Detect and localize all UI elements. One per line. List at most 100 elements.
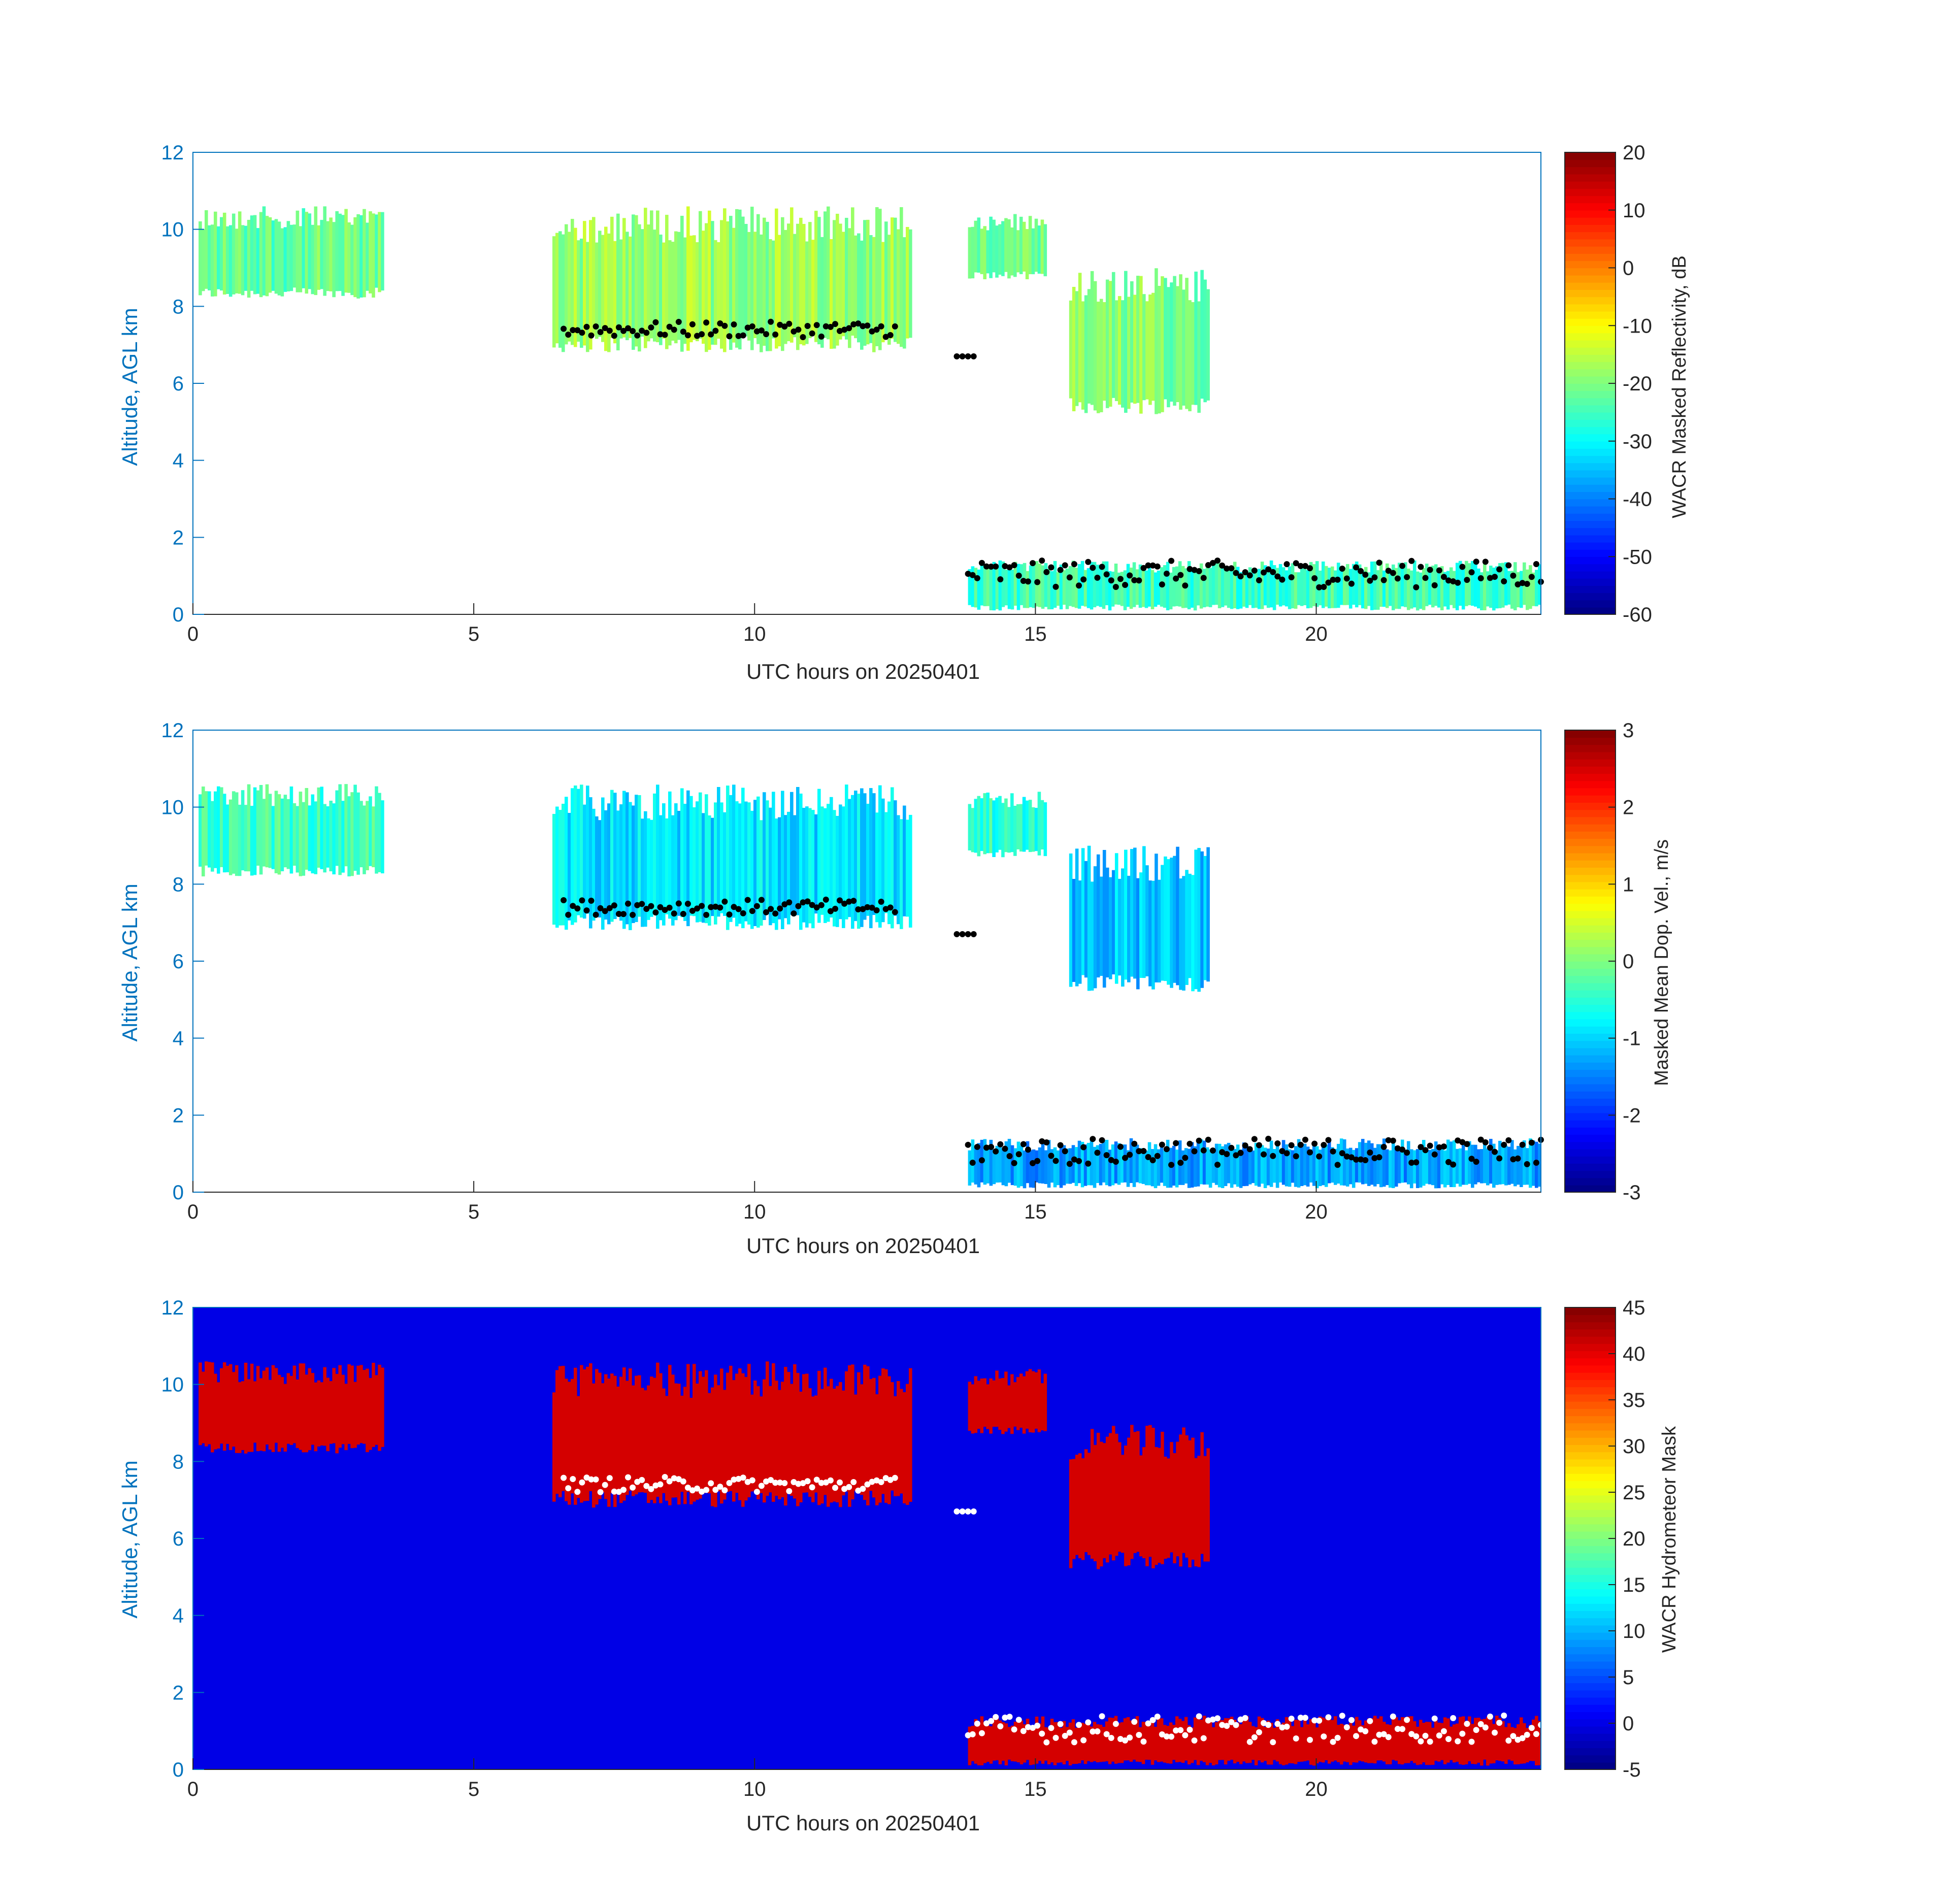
data-cell — [814, 814, 818, 914]
data-cell — [228, 1364, 233, 1450]
data-cell — [866, 804, 870, 916]
data-cell — [592, 217, 596, 336]
cloud-base-point — [625, 325, 631, 332]
cloud-base-point — [827, 908, 834, 914]
cloud-base-point — [993, 1714, 999, 1720]
data-cell — [1309, 562, 1313, 608]
data-cell — [359, 215, 363, 298]
colorbar-segment — [1565, 773, 1616, 781]
data-cell — [711, 1387, 714, 1506]
x-tick-label: 5 — [468, 1778, 479, 1800]
cloud-base-point — [822, 896, 829, 903]
cloud-base-point — [680, 1478, 686, 1485]
cloud-base-point — [1311, 575, 1318, 581]
colorbar-segment — [1565, 167, 1616, 175]
data-cell — [1203, 1456, 1207, 1562]
cloud-base-point — [953, 353, 960, 359]
data-region — [1069, 268, 1210, 414]
colorbar-tick-label: 10 — [1623, 200, 1645, 222]
cloud-base-point — [1528, 1139, 1535, 1146]
data-cell — [1409, 570, 1413, 609]
data-cell — [265, 1367, 269, 1445]
data-cell — [1108, 1717, 1112, 1764]
cloud-base-point — [1261, 1151, 1267, 1158]
cloud-base-point — [974, 1143, 980, 1150]
colorbar-segment — [1565, 1741, 1616, 1749]
data-cell — [1205, 565, 1209, 607]
data-cell — [574, 785, 577, 923]
cloud-base-point — [1482, 1724, 1489, 1731]
data-cell — [903, 237, 906, 349]
data-cell — [1185, 278, 1189, 409]
data-cell — [1306, 1146, 1310, 1187]
data-cell — [980, 565, 984, 606]
data-cell — [1016, 1719, 1021, 1762]
data-cell — [1041, 1716, 1045, 1764]
data-cell — [848, 799, 851, 917]
data-cell — [1196, 1716, 1200, 1765]
data-cell — [1263, 1727, 1267, 1761]
data-cell — [1489, 1139, 1493, 1184]
data-cell — [1135, 1144, 1139, 1183]
data-cell — [341, 215, 345, 296]
data-cell — [268, 794, 272, 868]
data-cell — [1087, 289, 1091, 404]
data-cell — [968, 1150, 972, 1186]
data-cell — [222, 794, 226, 873]
cloud-base-point — [832, 321, 838, 327]
data-cell — [1029, 1150, 1033, 1188]
data-cell — [787, 223, 791, 341]
colorbar-segment — [1565, 1004, 1616, 1012]
cloud-base-point — [869, 904, 875, 911]
colorbar-segment — [1565, 1603, 1616, 1611]
data-cell — [808, 222, 812, 338]
data-cell — [1150, 1720, 1155, 1765]
data-cell — [790, 792, 794, 915]
data-cell — [1227, 1718, 1231, 1761]
data-cell — [565, 224, 568, 345]
cloud-base-point — [1154, 1714, 1161, 1720]
data-cell — [720, 802, 723, 913]
cloud-base-point — [1224, 565, 1230, 572]
data-cell — [1434, 1141, 1438, 1189]
cloud-base-point — [1131, 1719, 1138, 1725]
cloud-base-point — [1265, 1722, 1272, 1728]
data-cell — [1007, 1139, 1011, 1183]
data-cell — [595, 242, 599, 339]
cloud-base-point — [708, 331, 714, 338]
data-cell — [875, 812, 879, 923]
cloud-base-point — [1283, 1150, 1290, 1157]
cloud-base-point — [1002, 563, 1008, 569]
cloud-base-point — [1052, 583, 1059, 590]
y-tick-label: 4 — [173, 1605, 184, 1627]
data-cell — [760, 1396, 763, 1493]
data-cell — [1035, 1716, 1039, 1764]
data-cell — [347, 1364, 351, 1444]
data-cell — [1254, 571, 1258, 608]
cloud-base-point — [1159, 1141, 1165, 1148]
cloud-base-point — [1006, 1714, 1013, 1720]
data-cell — [1175, 1716, 1179, 1762]
data-cell — [1078, 880, 1082, 984]
cloud-base-point — [699, 1488, 705, 1495]
colorbar-segment — [1565, 1452, 1616, 1460]
cloud-base-point — [574, 1489, 581, 1495]
data-cell — [1416, 1149, 1420, 1188]
cloud-base-point — [662, 907, 668, 913]
data-cell — [827, 206, 830, 340]
data-cell — [848, 1365, 851, 1507]
data-cell — [583, 221, 586, 346]
colorbar-segment — [1565, 744, 1616, 752]
data-cell — [580, 239, 583, 348]
data-cell — [1412, 1150, 1417, 1184]
cloud-base-point — [791, 328, 797, 335]
cloud-base-point — [731, 1476, 737, 1483]
data-cell — [220, 217, 223, 291]
data-cell — [1266, 572, 1270, 608]
data-cell — [1419, 572, 1423, 609]
data-cell — [992, 219, 996, 273]
colorbar-segment — [1565, 1704, 1616, 1713]
cloud-base-point — [1468, 1738, 1475, 1745]
data-cell — [1155, 268, 1158, 414]
data-cell — [1059, 564, 1063, 610]
